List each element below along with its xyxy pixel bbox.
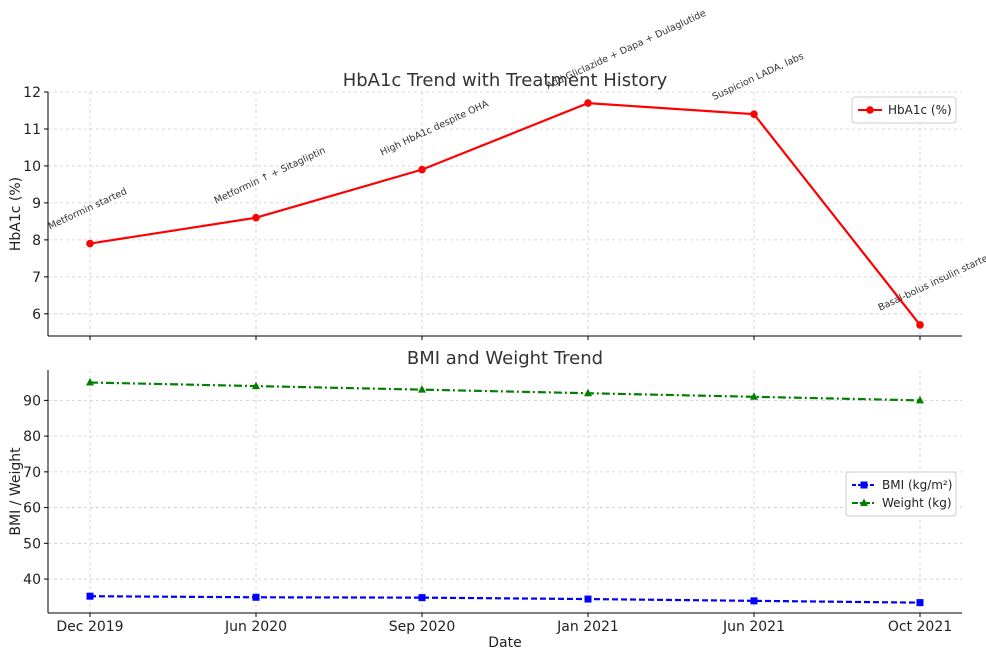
data-point — [86, 378, 94, 386]
data-point — [584, 388, 592, 397]
chart-title: HbA1c Trend with Treatment History — [343, 70, 668, 91]
x-tick-label: Dec 2019 — [56, 619, 123, 635]
y-tick-label: 12 — [23, 85, 41, 101]
y-tick-label: 9 — [32, 196, 41, 212]
data-point — [584, 595, 592, 603]
data-point — [750, 392, 758, 400]
y-tick-label: 7 — [32, 270, 41, 286]
y-tick-label: 50 — [23, 536, 41, 552]
x-tick-label: Jun 2021 — [722, 619, 785, 635]
y-axis-label: BMI / Weight — [8, 447, 24, 536]
data-point — [584, 99, 592, 107]
data-point — [750, 110, 758, 118]
data-point — [252, 381, 260, 390]
x-tick-label: Oct 2021 — [888, 619, 952, 635]
data-point — [418, 385, 426, 393]
data-point — [86, 592, 94, 600]
legend-marker — [860, 498, 868, 506]
series-line — [89, 101, 921, 326]
data-point — [252, 213, 260, 222]
y-tick-label: 70 — [23, 465, 41, 481]
series-line — [89, 381, 921, 402]
legend-marker — [866, 106, 874, 114]
x-tick-label: Jun 2020 — [224, 619, 287, 635]
data-point — [916, 599, 924, 607]
legend-box — [845, 471, 957, 517]
annotation-label: Metformin ↑ + Sitagliptin — [213, 145, 328, 206]
legend-label: HbA1c (%) — [888, 103, 952, 117]
legend-marker — [860, 481, 868, 489]
data-point — [86, 239, 94, 248]
x-tick-label: Sep 2020 — [389, 619, 455, 635]
data-point — [252, 593, 260, 601]
y-tick-label: 40 — [23, 572, 41, 588]
data-point — [418, 165, 426, 174]
annotation-label: Basal-bolus insulin started — [877, 251, 986, 314]
y-tick-label: 6 — [32, 307, 41, 323]
y-tick-label: 60 — [23, 501, 41, 517]
data-point — [916, 395, 924, 404]
y-tick-label: 90 — [23, 393, 41, 409]
x-axis-label: Date — [488, 635, 521, 651]
data-point — [916, 321, 924, 329]
series-line — [89, 595, 921, 604]
legend-label: BMI (kg/m²) — [882, 478, 952, 492]
chart-title: BMI and Weight Trend — [407, 348, 603, 369]
x-tick-label: Jan 2021 — [556, 619, 619, 635]
y-axis-label: HbA1c (%) — [8, 177, 24, 251]
data-point — [418, 594, 426, 602]
y-tick-label: 80 — [23, 429, 41, 445]
y-tick-label: 10 — [23, 159, 41, 175]
legend-label: Weight (kg) — [882, 496, 952, 510]
y-tick-label: 8 — [32, 233, 41, 249]
y-tick-label: 11 — [23, 122, 41, 138]
annotation-label: Metformin started — [47, 186, 129, 232]
annotation-label: Suspicion LADA, labs — [711, 51, 806, 103]
data-point — [750, 597, 758, 605]
legend-box — [851, 96, 957, 124]
